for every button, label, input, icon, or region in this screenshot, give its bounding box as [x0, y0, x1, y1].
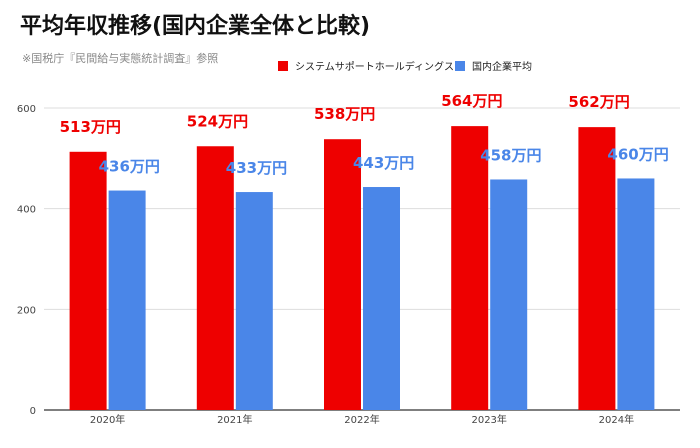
bar-series-1 [69, 151, 107, 411]
data-label: 443万円 [353, 154, 414, 172]
bar-series-2 [490, 179, 528, 410]
x-tick-label: 2024年 [599, 413, 634, 426]
x-tick-label: 2023年 [471, 413, 506, 426]
legend-label-series-2: 国内企業平均 [472, 62, 532, 73]
data-label: 458万円 [480, 146, 541, 164]
data-label: 436万円 [99, 158, 160, 176]
y-tick-label: 0 [30, 406, 36, 417]
data-label: 562万円 [568, 93, 629, 111]
legend: システムサポートホールディングス 国内企業平均 [0, 58, 700, 76]
data-label: 524万円 [187, 112, 248, 130]
y-tick-label: 600 [17, 104, 36, 115]
y-tick-label: 400 [17, 205, 36, 216]
x-tick-label: 2020年 [90, 413, 125, 426]
legend-item-series-2: 国内企業平均 [455, 58, 532, 73]
bar-series-1 [196, 146, 234, 410]
bar-series-1 [451, 126, 489, 411]
data-label: 513万円 [60, 118, 121, 136]
bar-series-2 [617, 178, 655, 410]
bar-series-1 [578, 127, 616, 411]
data-label: 460万円 [607, 145, 668, 163]
bar-series-2 [235, 192, 273, 410]
y-tick-label: 200 [17, 305, 36, 316]
chart-subtitle: ※国税庁『民間給与実態統計調査』参照 [22, 52, 219, 65]
data-label: 564万円 [441, 92, 502, 110]
data-label: 538万円 [314, 105, 375, 123]
chart-title: 平均年収推移(国内企業全体と比較) [20, 14, 371, 39]
bar-series-2 [363, 187, 400, 410]
legend-swatch-series-2 [455, 60, 465, 71]
data-label: 433万円 [226, 159, 287, 177]
legend-label-series-1: システムサポートホールディングス [295, 62, 454, 73]
bar-series-1 [324, 139, 361, 410]
x-tick-label: 2021年 [217, 413, 252, 426]
legend-swatch-series-1 [278, 60, 288, 71]
bar-series-2 [108, 190, 146, 410]
legend-item-series-1: システムサポートホールディングス [278, 58, 454, 73]
x-tick-label: 2022年 [344, 413, 379, 426]
